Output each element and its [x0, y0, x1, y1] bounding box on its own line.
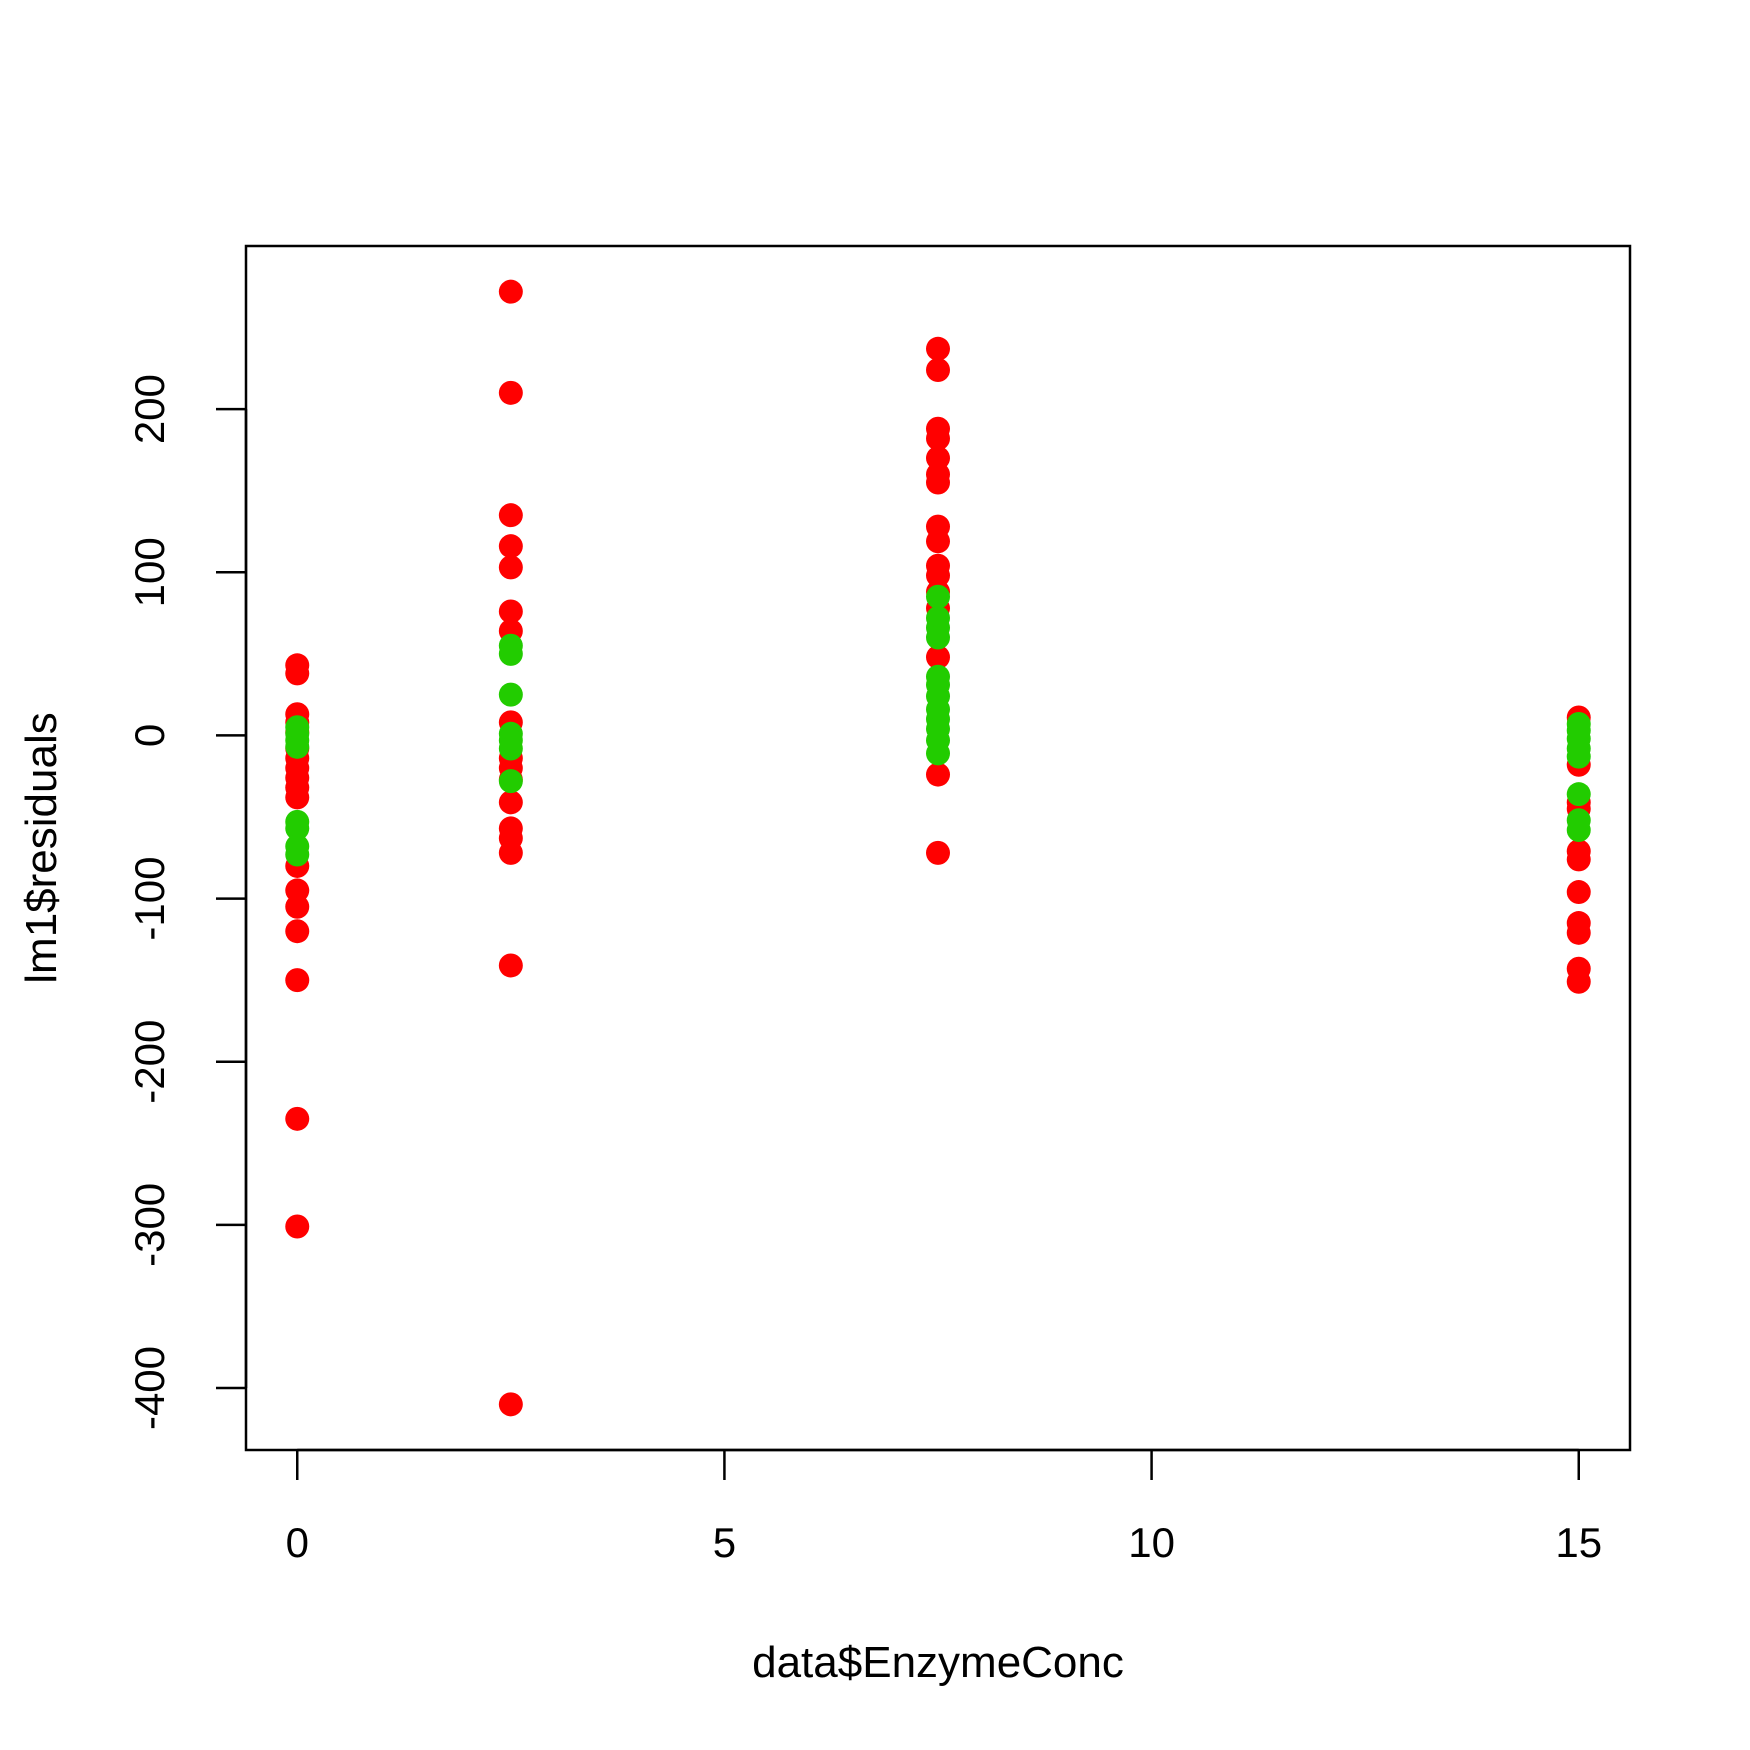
x-tick-label: 10 [1128, 1519, 1175, 1566]
red-data-point [926, 336, 950, 361]
red-data-point [926, 357, 950, 382]
red-data-point [926, 645, 950, 670]
green-data-point [498, 682, 523, 707]
x-axis: 0 5 10 15 [286, 1448, 1602, 1566]
x-tick-label: 0 [286, 1519, 309, 1566]
red-data-point [285, 661, 310, 686]
red-data-point [926, 840, 950, 865]
red-data-point [926, 762, 950, 787]
red-data-point [498, 534, 523, 559]
green-data-point [498, 641, 523, 666]
red-data-point [926, 426, 950, 451]
red-data-point [498, 599, 523, 624]
green-data-point [498, 769, 523, 794]
y-tick-label: -300 [126, 1183, 173, 1267]
red-data-point [285, 1214, 310, 1239]
green-data-point [1566, 744, 1591, 769]
red-data-point [285, 785, 310, 810]
green-data-point [285, 734, 310, 759]
y-tick-label: 200 [126, 374, 173, 444]
green-data-point [926, 741, 950, 766]
red-data-point [498, 555, 523, 580]
red-data-point [926, 529, 950, 554]
green-data-point [1566, 782, 1591, 807]
red-data-point [498, 1392, 523, 1417]
data-points [285, 279, 1591, 1417]
y-tick-label: -400 [126, 1346, 173, 1430]
red-data-point [1566, 969, 1591, 994]
y-axis-title: lm1$residuals [17, 712, 66, 983]
x-tick-label: 15 [1555, 1519, 1602, 1566]
red-data-point [285, 1106, 310, 1131]
y-tick-label: 0 [126, 724, 173, 747]
y-axis: -400 -300 -200 -100 0 100 200 [126, 374, 248, 1430]
green-data-point [926, 625, 950, 650]
red-data-point [498, 503, 523, 528]
green-data-point [498, 736, 523, 761]
green-data-point [285, 842, 310, 867]
red-data-point [498, 790, 523, 815]
red-data-point [498, 840, 523, 865]
red-data-point [285, 894, 310, 919]
red-data-point [1566, 880, 1591, 905]
x-tick-label: 5 [713, 1519, 736, 1566]
red-data-point [498, 279, 523, 304]
green-data-point [926, 584, 950, 609]
x-axis-title: data$EnzymeConc [752, 1638, 1124, 1687]
red-data-point [926, 470, 950, 495]
y-tick-label: 100 [126, 537, 173, 607]
red-data-point [285, 968, 310, 993]
y-tick-label: -100 [126, 857, 173, 941]
green-data-point [285, 816, 310, 841]
y-tick-label: -200 [126, 1020, 173, 1104]
red-data-point [1566, 920, 1591, 945]
red-data-point [498, 380, 523, 405]
red-data-point [285, 919, 310, 944]
red-data-point [498, 953, 523, 978]
green-data-point [1566, 818, 1591, 843]
red-data-point [1566, 847, 1591, 872]
